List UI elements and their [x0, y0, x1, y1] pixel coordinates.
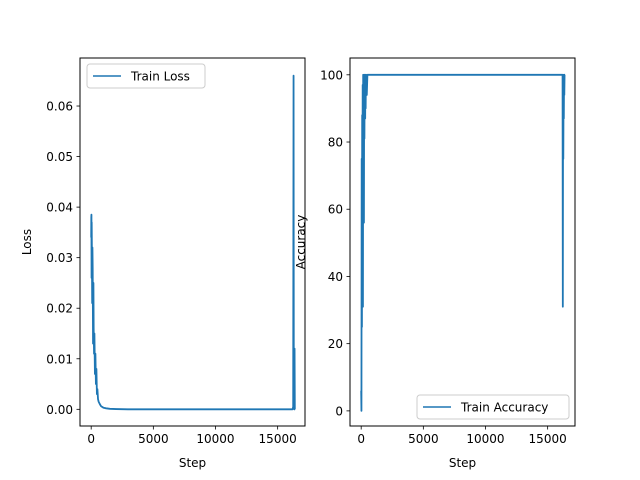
loss-x-tick-label: 15000 — [259, 432, 297, 446]
accuracy-y-tick-label: 100 — [320, 68, 343, 82]
loss-y-tick-label: 0.01 — [46, 352, 73, 366]
accuracy-axes-frame — [349, 57, 576, 427]
accuracy-x-tick-label: 0 — [357, 432, 365, 446]
accuracy-legend: Train Accuracy — [416, 394, 570, 420]
loss-y-tick-label: 0.03 — [46, 251, 73, 265]
accuracy-panel: 0 20 40 60 80 100 0 5000 10000 15000 Step Accura… — [294, 57, 576, 470]
accuracy-y-tick-label: 80 — [328, 136, 343, 150]
loss-x-tick-label: 0 — [87, 432, 95, 446]
accuracy-y-axis-label: Accuracy — [294, 215, 308, 270]
loss-x-tick-label: 5000 — [138, 432, 169, 446]
accuracy-series-line — [360, 73, 566, 412]
accuracy-x-tick-label: 5000 — [408, 432, 439, 446]
loss-y-ticks: 0.00 0.01 0.02 0.03 0.04 0.05 0.06 — [46, 100, 80, 417]
accuracy-x-tick-label: 10000 — [466, 432, 504, 446]
loss-y-tick-label: 0.04 — [46, 201, 73, 215]
loss-axes-frame — [79, 57, 306, 427]
accuracy-y-tick-label: 40 — [328, 270, 343, 284]
accuracy-x-axis-label: Step — [449, 456, 476, 470]
loss-y-tick-label: 0.05 — [46, 150, 73, 164]
loss-y-tick-label: 0.02 — [46, 302, 73, 316]
loss-panel: 0.00 0.01 0.02 0.03 0.04 0.05 0.06 0 5000 10000 1… — [20, 57, 306, 470]
accuracy-x-tick-label: 15000 — [529, 432, 567, 446]
accuracy-y-tick-label: 60 — [328, 203, 343, 217]
loss-x-tick-label: 10000 — [196, 432, 234, 446]
accuracy-legend-box — [416, 394, 570, 420]
loss-x-axis-label: Step — [179, 456, 206, 470]
loss-legend: Train Loss — [86, 63, 206, 89]
accuracy-legend-label: Train Accuracy — [460, 401, 548, 415]
loss-y-axis-label: Loss — [20, 229, 34, 255]
loss-y-tick-label: 0.00 — [46, 403, 73, 417]
loss-marks — [90, 74, 296, 411]
accuracy-y-ticks: 0 20 40 60 80 100 — [320, 68, 350, 418]
loss-legend-label: Train Loss — [130, 70, 190, 84]
accuracy-x-ticks: 0 5000 10000 15000 — [357, 426, 567, 446]
accuracy-y-tick-label: 0 — [335, 404, 343, 418]
accuracy-marks — [360, 73, 566, 412]
loss-x-ticks: 0 5000 10000 15000 — [87, 426, 297, 446]
accuracy-y-tick-label: 20 — [328, 337, 343, 351]
loss-y-tick-label: 0.06 — [46, 100, 73, 114]
loss-series-line — [90, 74, 296, 411]
loss-legend-box — [86, 63, 206, 89]
